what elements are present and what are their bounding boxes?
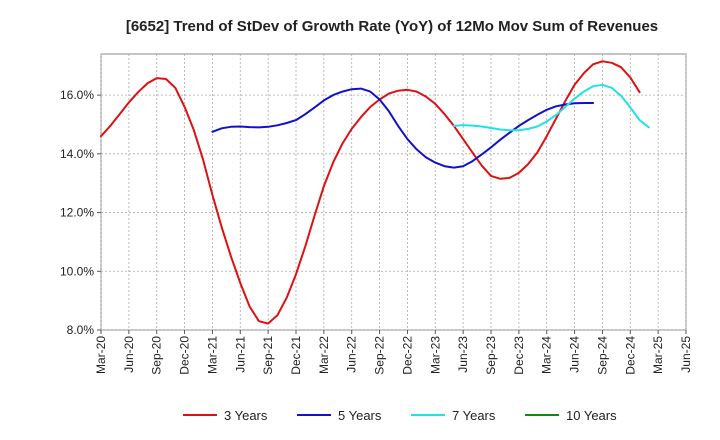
grid-layer [100,53,687,331]
x-tick-label: Mar-25 [651,336,665,374]
x-tick-label: Jun-20 [122,336,136,373]
x-tick-label: Dec-23 [512,336,526,375]
y-tick-label: 16.0% [60,88,94,102]
x-tick-label: Dec-24 [623,336,637,375]
x-tick-label: Dec-22 [400,336,414,375]
x-tick-label: Sep-23 [484,336,498,375]
series-layer [100,60,650,325]
x-tick-label: Jun-25 [679,336,693,373]
y-tick-label: 12.0% [60,206,94,220]
series-line-3-years [100,60,641,325]
chart-title: [6652] Trend of StDev of Growth Rate (Yo… [126,18,658,35]
x-tick-label: Mar-24 [540,336,554,374]
legend-label-5-years: 5 Years [338,408,382,423]
legend: 3 Years 5 Years 7 Years 10 Years [183,408,617,423]
legend-label-3-years: 3 Years [224,408,268,423]
x-tick-label: Dec-21 [289,336,303,375]
axis-layer: 8.0% 10.0% 12.0% 14.0% 16.0% Mar-20 Jun-20 Sep-… [60,88,693,375]
x-tick-label: Sep-24 [595,336,609,375]
x-tick-label: Dec-20 [178,336,192,375]
y-tick-label: 14.0% [60,147,94,161]
x-tick-label: Mar-22 [317,336,331,374]
x-tick-label: Mar-23 [428,336,442,374]
x-tick-label: Mar-20 [94,336,108,374]
x-tick-label: Sep-22 [373,336,387,375]
x-tick-label: Jun-22 [345,336,359,373]
y-tick-label: 8.0% [67,323,95,337]
x-tick-label: Sep-21 [261,336,275,375]
plot-frame [100,53,687,331]
y-tick-label: 10.0% [60,264,94,278]
x-tick-label: Jun-21 [233,336,247,373]
x-tick-label: Mar-21 [205,336,219,374]
x-tick-label: Jun-23 [456,336,470,373]
x-tick-label: Sep-20 [150,336,164,375]
x-tick-label: Jun-24 [568,336,582,373]
legend-label-10-years: 10 Years [566,408,617,423]
series-line-7-years [452,83,650,132]
series-line-5-years [211,87,595,169]
legend-label-7-years: 7 Years [452,408,496,423]
